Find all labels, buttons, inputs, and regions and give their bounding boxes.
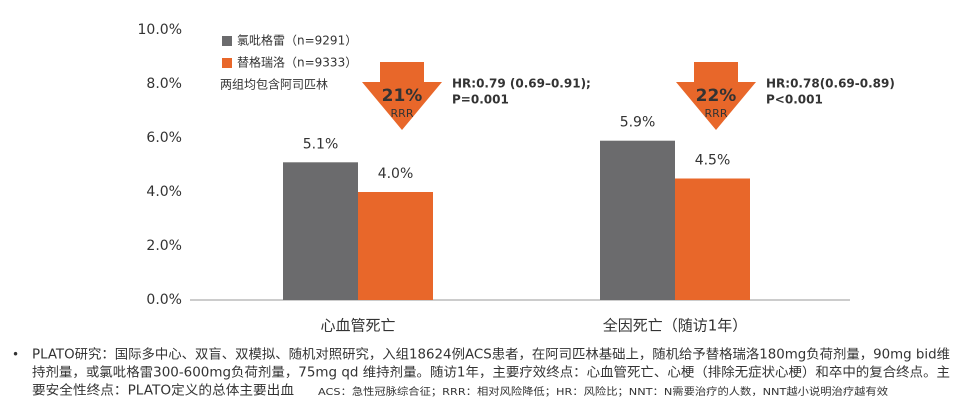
y-tick-label: 4.0%	[146, 184, 182, 200]
rrr-value: 21%	[382, 86, 423, 106]
p-text: P=0.001	[452, 93, 509, 107]
y-tick-label: 8.0%	[146, 76, 182, 92]
rrr-value: 22%	[696, 86, 737, 106]
hr-text: HR:0.78(0.69-0.89)	[766, 77, 895, 91]
p-text: P<0.001	[766, 93, 823, 107]
legend-label: 氯吡格雷（n=9291）	[237, 33, 357, 48]
legend-swatch	[222, 58, 232, 68]
rrr-label: RRR	[391, 107, 414, 120]
x-tick-label: 全因死亡（随访1年）	[603, 317, 748, 335]
value-label: 5.9%	[620, 115, 656, 131]
abbreviations: ACS：急性冠脉综合征；RRR：相对风险降低；HR：风险比；NNT：N需要治疗的…	[318, 385, 888, 398]
bar	[600, 140, 675, 300]
y-tick-label: 10.0%	[138, 22, 182, 38]
rrr-label: RRR	[705, 107, 728, 120]
bar	[283, 162, 358, 300]
footnote-line: 要安全性终点：PLATO定义的总体主要出血	[32, 383, 294, 399]
footnote-line: 持剂量，或氯吡格雷300-600mg负荷剂量，75mg qd 维持剂量。随访1年…	[32, 365, 950, 381]
bar	[675, 178, 750, 300]
x-tick-label: 心血管死亡	[320, 317, 395, 335]
legend-label: 替格瑞洛（n=9333）	[237, 55, 357, 70]
rrr-arrow	[362, 62, 442, 130]
footnote-line: PLATO研究：国际多中心、双盲、双模拟、随机对照研究，入组18624例ACS患…	[32, 347, 950, 363]
y-tick-label: 0.0%	[146, 292, 182, 308]
bar	[358, 192, 433, 300]
hr-text: HR:0.79 (0.69–0.91);	[452, 77, 591, 91]
note: 两组均包含阿司匹林	[220, 77, 328, 92]
value-label: 5.1%	[303, 136, 339, 152]
value-label: 4.0%	[378, 166, 414, 182]
legend-swatch	[222, 36, 232, 46]
value-label: 4.5%	[695, 153, 731, 169]
bullet: •	[12, 348, 19, 362]
rrr-arrow	[676, 62, 756, 130]
y-tick-label: 6.0%	[146, 130, 182, 146]
y-tick-label: 2.0%	[146, 238, 182, 254]
